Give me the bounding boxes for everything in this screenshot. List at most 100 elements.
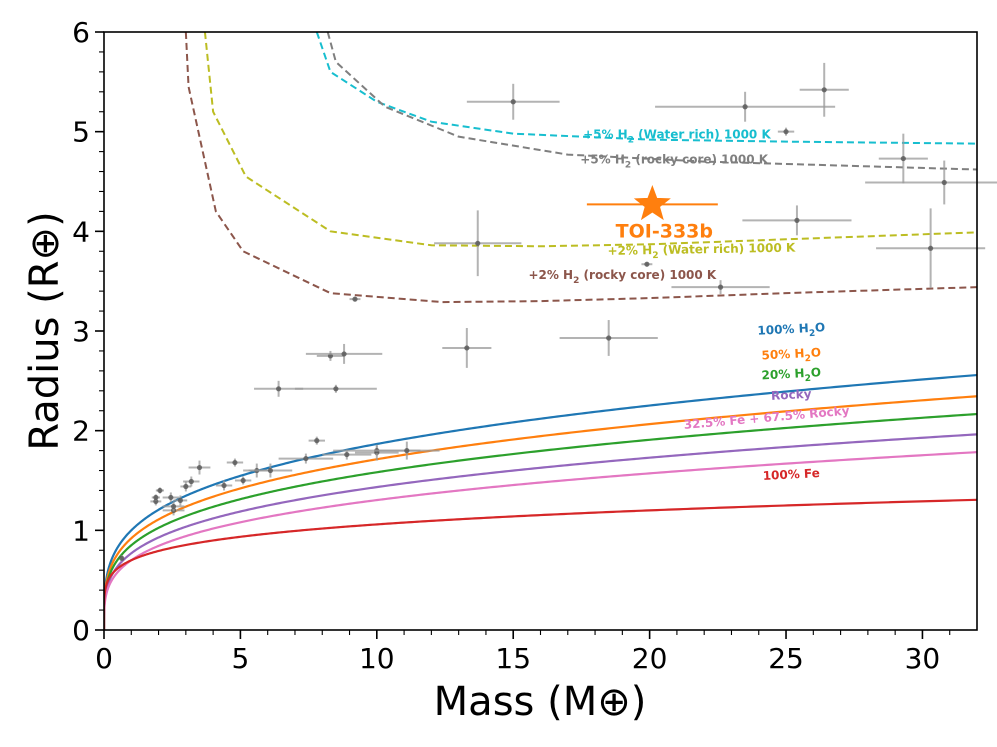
planet-point-38 bbox=[876, 208, 986, 289]
composition-curve-0 bbox=[104, 373, 977, 630]
y-tick-label-3: 3 bbox=[72, 315, 90, 348]
curve-label-1: 50% H2O bbox=[761, 345, 821, 366]
curve-label-7: +5% H2 (rocky core) 1000 K bbox=[580, 153, 768, 171]
planet-point-20 bbox=[294, 384, 377, 393]
composition-curve-1 bbox=[104, 395, 977, 630]
planet-marker-18 bbox=[314, 438, 320, 444]
planet-marker-12 bbox=[232, 459, 238, 466]
planet-marker-11 bbox=[221, 482, 227, 489]
planet-marker-27 bbox=[464, 345, 470, 351]
x-tick-label-0: 0 bbox=[95, 642, 113, 675]
curve-label-6: +5% H2 (Water rich) 1000 K bbox=[583, 128, 771, 146]
planet-marker-32 bbox=[717, 284, 724, 290]
envelope-curve-0 bbox=[315, 32, 977, 145]
plot-area bbox=[104, 32, 977, 630]
planet-point-2 bbox=[151, 494, 160, 501]
y-tick-label-0: 0 bbox=[72, 614, 90, 647]
planet-marker-22 bbox=[344, 451, 350, 458]
planet-marker-28 bbox=[475, 240, 481, 246]
curve-label-2: 20% H2O bbox=[761, 365, 821, 386]
planet-marker-39 bbox=[941, 179, 947, 186]
planet-point-15 bbox=[248, 463, 293, 478]
planet-marker-17 bbox=[303, 455, 309, 462]
planet-point-16 bbox=[254, 380, 304, 397]
planet-point-19 bbox=[316, 350, 345, 361]
planet-marker-29 bbox=[510, 99, 516, 105]
y-tick-label-2: 2 bbox=[72, 415, 90, 448]
composition-curve-3 bbox=[104, 433, 977, 630]
planet-marker-23 bbox=[352, 296, 358, 302]
highlight-star bbox=[633, 184, 671, 221]
planet-point-9 bbox=[183, 476, 200, 487]
planet-point-26 bbox=[374, 441, 440, 460]
planet-marker-9 bbox=[188, 478, 194, 485]
planet-point-21 bbox=[305, 343, 383, 364]
x-tick-label-3: 15 bbox=[495, 642, 531, 675]
envelope-curve-3 bbox=[184, 32, 977, 304]
composition-curve-5 bbox=[104, 498, 977, 630]
x-tick-label-4: 20 bbox=[632, 642, 668, 675]
planet-point-7 bbox=[173, 495, 188, 506]
planet-point-30 bbox=[559, 320, 658, 356]
curve-label-9: +2% H2 (rocky core) 1000 K bbox=[528, 268, 716, 286]
planet-point-23 bbox=[349, 296, 361, 302]
planet-point-3 bbox=[155, 487, 165, 494]
y-tick-label-5: 5 bbox=[72, 116, 90, 149]
planet-marker-10 bbox=[196, 464, 203, 471]
planet-marker-33 bbox=[742, 104, 748, 110]
envelope-curve-2 bbox=[203, 32, 977, 248]
x-axis-title: Mass (M⊕) bbox=[434, 679, 647, 725]
planet-point-27 bbox=[442, 328, 492, 368]
planet-marker-4 bbox=[168, 494, 174, 501]
planet-point-13 bbox=[234, 476, 252, 485]
y-tick-label-6: 6 bbox=[72, 16, 90, 49]
planet-point-39 bbox=[865, 160, 997, 205]
x-tick-label-5: 25 bbox=[768, 642, 804, 675]
planet-marker-34 bbox=[783, 129, 789, 135]
composition-curve-4 bbox=[104, 451, 977, 630]
planet-marker-31 bbox=[644, 261, 650, 267]
envelope-curve-1 bbox=[326, 32, 977, 171]
planet-point-8 bbox=[180, 481, 192, 492]
planet-marker-36 bbox=[821, 87, 827, 93]
planet-point-35 bbox=[742, 205, 852, 236]
planet-point-37 bbox=[878, 133, 928, 184]
planet-marker-7 bbox=[177, 497, 183, 504]
planet-point-4 bbox=[162, 492, 180, 503]
y-axis-title: Radius (R⊕) bbox=[22, 211, 68, 450]
curve-label-3: Rocky bbox=[771, 387, 812, 403]
planet-point-33 bbox=[655, 91, 836, 122]
planet-marker-38 bbox=[928, 245, 934, 251]
planet-point-6 bbox=[162, 501, 185, 512]
curve-label-0: 100% H2O bbox=[757, 320, 826, 342]
planet-marker-0 bbox=[119, 555, 125, 561]
x-tick-label-2: 10 bbox=[359, 642, 395, 675]
y-tick-label-1: 1 bbox=[72, 514, 90, 547]
observed-planets bbox=[119, 62, 997, 562]
planet-marker-8 bbox=[183, 483, 189, 490]
planet-point-0 bbox=[119, 555, 125, 562]
planet-marker-37 bbox=[900, 155, 906, 162]
curve-label-8: +2% H2 (Water rich) 1000 K bbox=[607, 241, 796, 262]
y-tick-label-4: 4 bbox=[72, 215, 90, 248]
planet-point-17 bbox=[278, 453, 334, 464]
planet-marker-21 bbox=[341, 351, 347, 357]
planet-point-29 bbox=[466, 83, 560, 120]
planet-point-10 bbox=[188, 460, 211, 475]
planet-point-11 bbox=[215, 480, 233, 491]
planet-point-28 bbox=[434, 210, 522, 277]
planet-marker-20 bbox=[333, 386, 339, 392]
planet-point-36 bbox=[799, 62, 849, 117]
planet-marker-35 bbox=[794, 217, 800, 223]
planet-point-12 bbox=[226, 458, 244, 467]
planet-point-31 bbox=[641, 261, 653, 267]
highlighted-planet: TOI-333b bbox=[586, 184, 718, 242]
planet-marker-30 bbox=[606, 335, 612, 341]
curve-label-5: 100% Fe bbox=[762, 466, 820, 483]
x-tick-label-6: 30 bbox=[905, 642, 941, 675]
axis-ticks: 0 5 10 15 20 25 30 0 1 2 3 4 5 6 bbox=[72, 16, 951, 675]
planet-marker-3 bbox=[157, 487, 163, 494]
planet-point-34 bbox=[777, 127, 795, 136]
envelope-curves bbox=[184, 32, 977, 304]
planet-marker-16 bbox=[276, 386, 282, 392]
